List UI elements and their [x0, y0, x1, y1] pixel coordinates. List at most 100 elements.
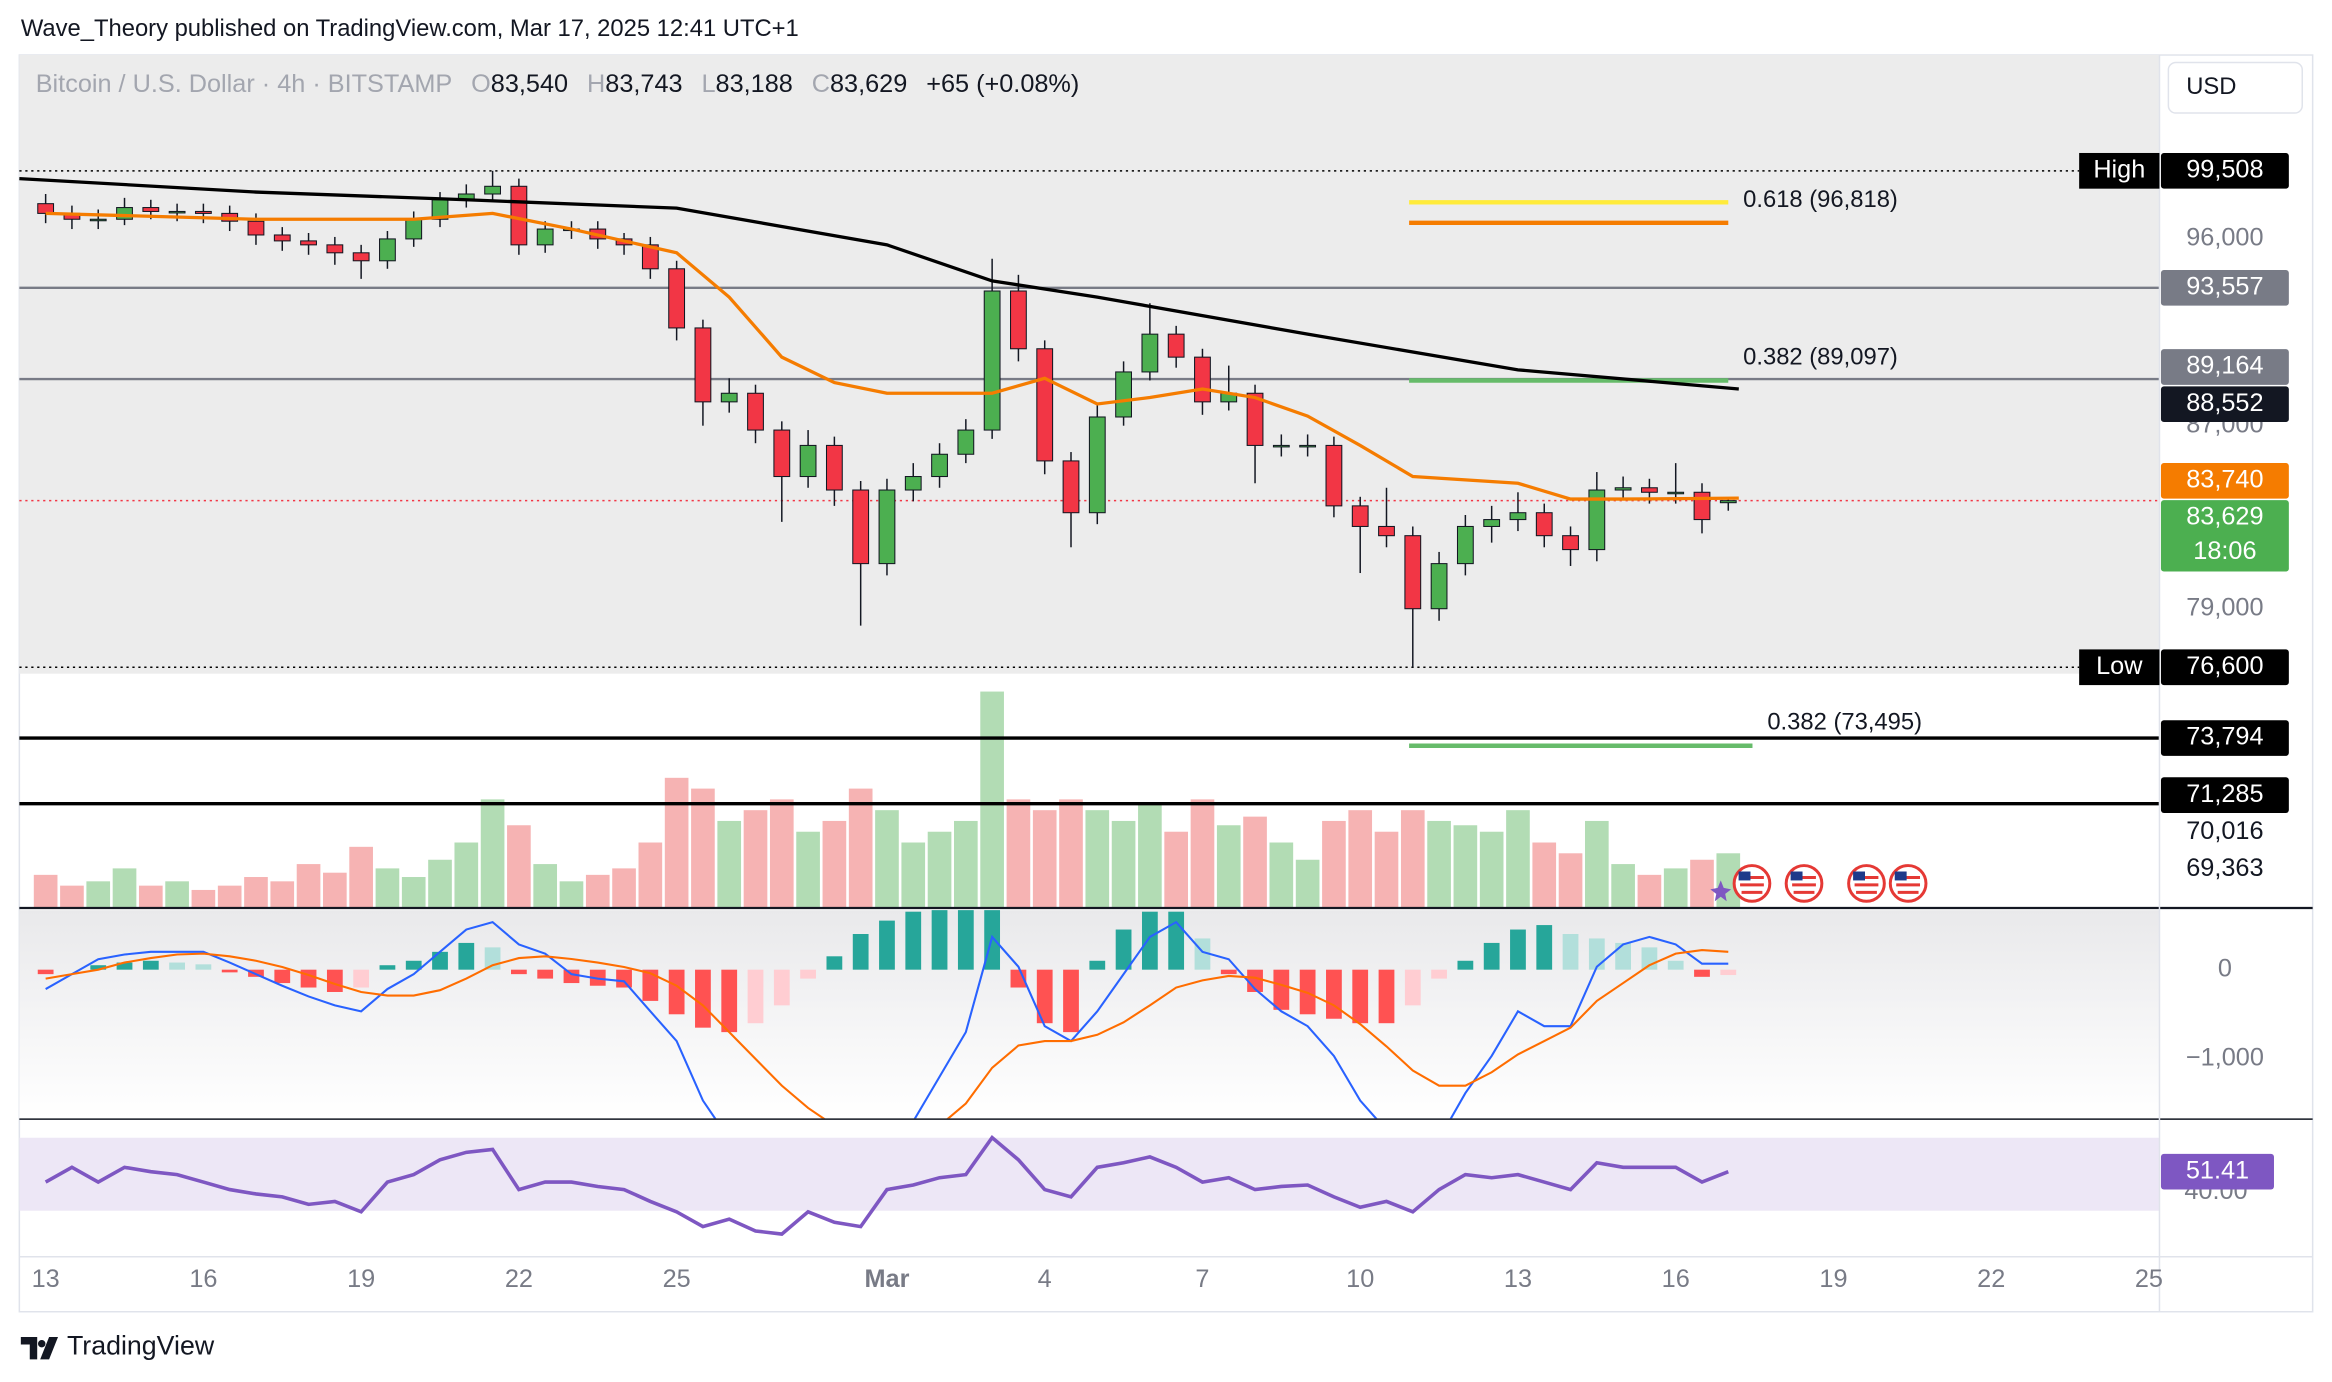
macd-histogram-bar	[1431, 969, 1447, 979]
y-tick-label: 96,000	[2186, 224, 2263, 252]
x-tick-label: 10	[1346, 1265, 1374, 1293]
macd-histogram-bar	[1720, 969, 1737, 976]
footer-logo[interactable]: TradingView	[20, 1330, 215, 1360]
flag-icon[interactable]	[1784, 864, 1824, 903]
candle-body	[1509, 512, 1527, 521]
candle-body	[168, 210, 186, 214]
flag-icon[interactable]	[1847, 864, 1886, 903]
macd-histogram-bar	[1694, 969, 1710, 977]
volume-bar	[323, 872, 347, 908]
candle-body	[194, 210, 212, 214]
price-tag-label: 83,740	[2186, 465, 2263, 493]
macd-histogram-bar	[852, 933, 869, 970]
x-tick-label: 25	[663, 1265, 691, 1293]
candle-body	[1535, 512, 1553, 537]
macd-histogram-bar	[695, 969, 711, 1028]
candle-body	[1667, 491, 1685, 495]
volume-bar	[717, 820, 742, 908]
volume-bar	[1453, 825, 1478, 908]
macd-histogram-bar	[1562, 933, 1579, 970]
candle-body	[1378, 525, 1395, 537]
macd-histogram-bar	[1615, 942, 1632, 970]
y-tick-label: 79,000	[2186, 593, 2263, 621]
volume-bar	[165, 881, 189, 908]
price-range-shading	[19, 55, 2160, 674]
volume-bar	[585, 874, 610, 908]
macd-histogram-bar	[116, 962, 133, 970]
x-tick-label: 13	[1504, 1265, 1532, 1293]
rsi-pane	[19, 1134, 2160, 1236]
volume-bar	[1400, 810, 1425, 908]
currency-button[interactable]: USD	[2167, 61, 2303, 114]
macd-histogram-bar	[1510, 929, 1526, 970]
macd-histogram-bar	[800, 969, 816, 979]
macd-histogram-bar	[142, 960, 159, 970]
macd-histogram-bar	[1115, 929, 1132, 970]
macd-histogram-bar	[931, 910, 948, 970]
volume-bar	[1269, 842, 1294, 908]
volume-bar	[1584, 820, 1609, 908]
rsi-tag	[2160, 1153, 2274, 1190]
flag-icon[interactable]	[1732, 864, 1772, 903]
candle-body	[773, 429, 791, 478]
pane-backgrounds	[18, 54, 2314, 1313]
candles	[37, 170, 1737, 668]
macd-histogram-bar	[353, 969, 370, 988]
macd-histogram-bar	[747, 969, 764, 1024]
volume-bar	[86, 881, 111, 908]
candle-body	[1167, 333, 1185, 358]
logo-mark[interactable]	[20, 1337, 59, 1360]
macd-histogram-bar	[1141, 911, 1158, 970]
macd-histogram-bar	[1483, 942, 1500, 970]
event-icons[interactable]	[1710, 864, 1928, 903]
volume-bar	[1032, 810, 1057, 908]
candle-body	[1483, 519, 1501, 527]
volume-bar	[927, 831, 952, 908]
side-label: High	[2093, 155, 2145, 183]
volume-bar	[875, 810, 899, 908]
x-tick-label: 13	[32, 1265, 60, 1293]
x-tick-label: 16	[189, 1265, 217, 1293]
fib-label: 0.618 (96,818)	[1743, 186, 1898, 213]
x-tick-label: 16	[1662, 1265, 1690, 1293]
logo-text[interactable]: TradingView	[67, 1330, 215, 1360]
volume-bar	[1322, 820, 1346, 908]
volume-bar	[1558, 853, 1583, 908]
price-tag-label: 93,557	[2186, 272, 2263, 300]
candle-body	[1456, 525, 1474, 565]
legend-low: 83,188	[716, 69, 793, 97]
macd-histogram-bar	[274, 969, 291, 984]
event-star[interactable]	[1710, 880, 1732, 902]
volume-bar	[1295, 859, 1320, 908]
macd-histogram-bar	[1089, 960, 1106, 970]
candle-body	[825, 444, 843, 491]
rsi-tag-label: 51.41	[2186, 1156, 2249, 1184]
flag-canton	[1853, 871, 1865, 881]
macd-histogram-bar	[1220, 969, 1237, 975]
volume-bar	[1243, 816, 1267, 908]
flag-icon[interactable]	[1888, 864, 1928, 903]
volume-bar	[691, 788, 715, 908]
candle-body	[694, 327, 712, 403]
candle-body	[1062, 460, 1080, 514]
volume-bar	[1663, 868, 1688, 908]
macd-histogram-bar	[1404, 969, 1421, 1006]
volume-bar	[612, 868, 636, 908]
macd-histogram-bar	[1273, 969, 1290, 1010]
legend-open-label: O	[471, 69, 491, 97]
volume-bar	[954, 820, 978, 908]
candle-body	[1010, 290, 1027, 350]
macd-histogram-bar	[1588, 938, 1605, 970]
currency-button-label[interactable]: USD	[2186, 73, 2236, 100]
price-tag-label: 83,629	[2186, 503, 2263, 531]
volume-bar	[1374, 831, 1399, 908]
macd-histogram-bar	[510, 969, 527, 975]
volume-bar	[848, 788, 873, 908]
fib-label: 0.382 (89,097)	[1743, 343, 1898, 370]
currency-button-box[interactable]	[2167, 61, 2303, 114]
price-tag	[2160, 500, 2289, 572]
candle-body	[142, 207, 160, 212]
macd-histogram-bar	[169, 962, 185, 970]
